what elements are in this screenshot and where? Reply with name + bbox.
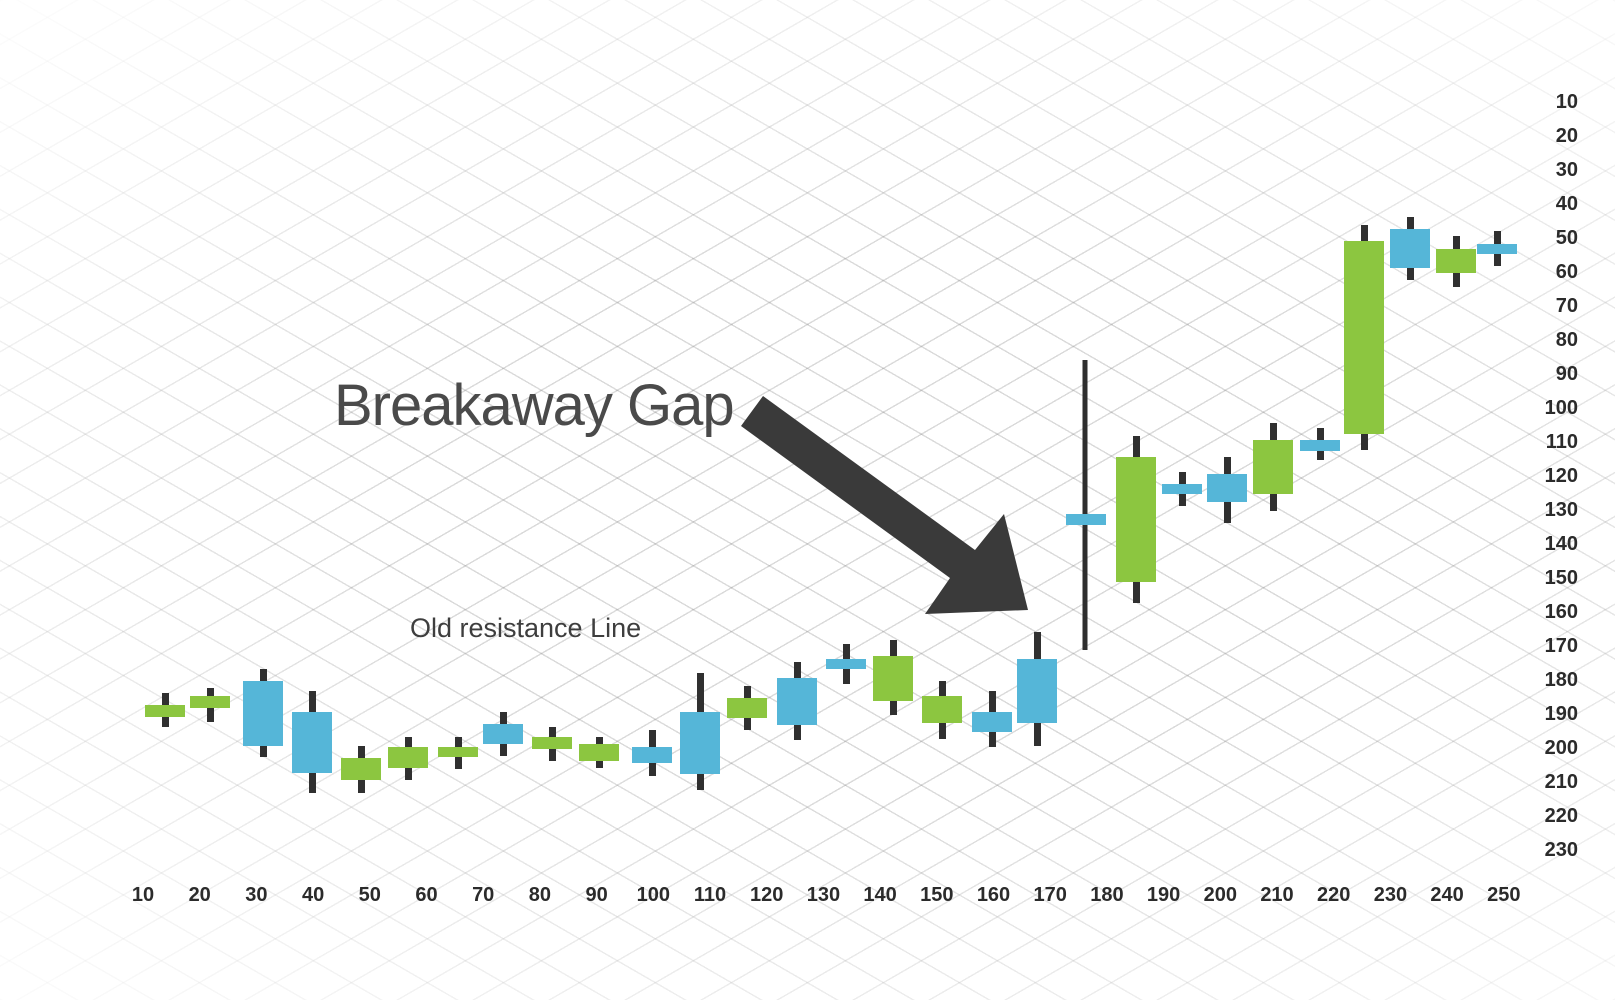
y-axis-label: 50 — [1555, 227, 1578, 249]
x-axis-label: 80 — [528, 884, 552, 906]
x-axis-label: 130 — [806, 884, 841, 906]
y-axis-label: 120 — [1544, 465, 1578, 487]
y-axis-label: 200 — [1544, 737, 1578, 759]
y-axis-label: 70 — [1555, 295, 1578, 317]
y-axis-label: 10 — [1555, 91, 1578, 113]
candle-body — [483, 723, 523, 744]
x-axis-label: 40 — [301, 884, 325, 906]
x-axis-label: 170 — [1033, 884, 1067, 906]
candle-body — [1390, 228, 1430, 268]
x-axis-label: 90 — [585, 884, 608, 906]
candle-body — [388, 747, 428, 768]
candle-body — [826, 658, 866, 670]
candle-body — [579, 743, 619, 761]
y-axis-label: 90 — [1555, 363, 1578, 385]
candle-body — [1436, 249, 1476, 273]
y-axis-label: 160 — [1544, 601, 1578, 623]
breakaway-arrow-icon — [741, 396, 1028, 614]
x-axis-label: 110 — [693, 884, 727, 906]
y-axis-label: 110 — [1545, 431, 1578, 453]
y-axis-label: 100 — [1544, 397, 1578, 419]
candle-body — [243, 681, 283, 746]
x-axis-label: 190 — [1146, 884, 1181, 906]
candle-body — [1477, 244, 1517, 255]
y-axis-label: 140 — [1544, 533, 1578, 555]
candle-body — [292, 711, 332, 773]
y-axis-label: 220 — [1544, 805, 1578, 827]
y-axis-label: 210 — [1544, 771, 1578, 793]
y-axis-label: 130 — [1544, 499, 1578, 521]
x-axis-label: 70 — [472, 884, 495, 906]
x-axis-label: 60 — [415, 884, 438, 906]
candle-body — [1017, 658, 1057, 724]
candle-body — [1066, 514, 1106, 525]
candle-body — [777, 677, 817, 726]
candle-body — [1162, 483, 1202, 494]
candle-body — [438, 747, 478, 758]
candle-body — [532, 737, 572, 749]
x-axis-label: 210 — [1260, 884, 1294, 906]
y-axis-label: 170 — [1544, 635, 1578, 657]
y-axis-label: 230 — [1544, 839, 1578, 861]
x-axis-label: 250 — [1487, 884, 1521, 906]
y-axis-label: 80 — [1555, 329, 1578, 351]
candle-body — [341, 757, 381, 780]
x-axis-label: 30 — [245, 884, 268, 906]
y-axis-label: 190 — [1544, 703, 1578, 725]
x-axis-label: 200 — [1203, 884, 1237, 906]
x-axis-label: 150 — [920, 884, 954, 906]
x-axis-label: 120 — [750, 884, 784, 906]
candle-body — [190, 696, 230, 709]
y-axis-label: 180 — [1544, 669, 1578, 691]
x-axis-label: 230 — [1373, 884, 1408, 906]
x-axis-label: 160 — [976, 884, 1011, 906]
candle-body — [873, 655, 913, 702]
y-axis-label: 30 — [1555, 159, 1578, 181]
candle-body — [145, 704, 185, 717]
x-axis-label: 140 — [863, 884, 897, 906]
x-axis-label: 20 — [188, 884, 211, 906]
candle-body — [680, 711, 720, 775]
x-axis-label: 240 — [1430, 884, 1464, 906]
x-axis-label: 220 — [1317, 884, 1351, 906]
x-axis-label: 100 — [636, 884, 670, 906]
x-axis-label: 10 — [131, 884, 155, 906]
candle-body — [1116, 456, 1156, 583]
candle-body — [922, 696, 962, 724]
candle-body — [1344, 240, 1384, 435]
y-axis-label: 40 — [1555, 193, 1578, 215]
candle-body — [1253, 439, 1293, 494]
candle-body — [1207, 473, 1247, 503]
candle-body — [972, 711, 1012, 732]
x-axis-label: 180 — [1090, 884, 1124, 906]
old-resistance-line-label: Old resistance Line — [410, 613, 642, 643]
x-axis-label: 50 — [358, 884, 381, 906]
chart-title: Breakaway Gap — [334, 373, 735, 438]
candle-body — [632, 747, 672, 763]
candle-body — [727, 698, 767, 719]
y-axis-label: 20 — [1555, 125, 1578, 147]
y-axis-label: 150 — [1544, 567, 1578, 589]
candle-body — [1300, 439, 1340, 452]
y-axis-label: 60 — [1555, 261, 1578, 283]
